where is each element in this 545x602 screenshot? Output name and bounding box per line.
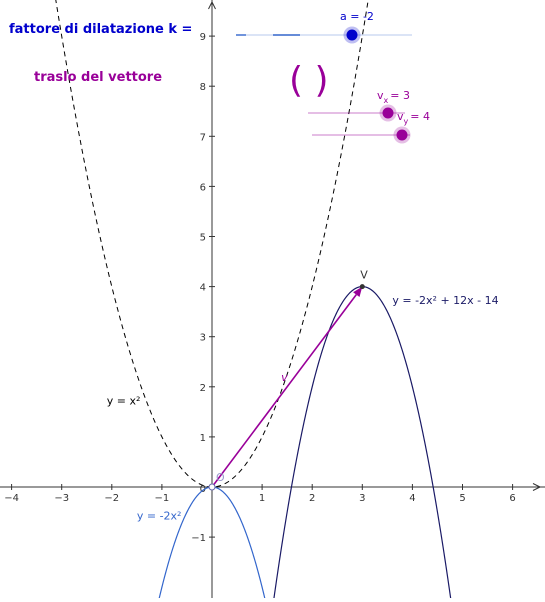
y-tick-label: 3 xyxy=(200,333,206,344)
parabola-3 xyxy=(272,285,452,602)
slider-vy[interactable]: vy = 4 xyxy=(312,110,430,144)
parabola-label-1: y = x² xyxy=(107,394,141,407)
vector-v-arrowhead xyxy=(353,286,363,297)
slider-vy-label-main: v xyxy=(397,110,404,123)
point-V-label: V xyxy=(360,269,368,282)
vector-parentheses: ( ) xyxy=(289,60,329,101)
slider-vy-label-val: = 4 xyxy=(410,110,430,123)
y-tick-label: 9 xyxy=(200,32,206,43)
x-tick-label: 5 xyxy=(459,493,465,504)
point-V[interactable] xyxy=(359,284,365,290)
x-axis-arrow xyxy=(532,483,541,491)
slider-vx-label-val: = 3 xyxy=(390,89,410,102)
parabola-label-3: y = -2x² + 12x - 14 xyxy=(392,294,498,307)
slider-vx-handle[interactable] xyxy=(382,107,394,119)
slider-a[interactable]: a = -2 xyxy=(236,10,412,44)
slider-vy-label: vy = 4 xyxy=(397,110,430,126)
origin-tick-label: 0 xyxy=(200,484,206,495)
y-tick-label: 5 xyxy=(200,233,206,244)
dilation-factor-label: fattore di dilatazione k = xyxy=(9,22,192,37)
vector-v-line xyxy=(211,294,357,488)
slider-vy-label-sub: y xyxy=(404,117,409,126)
slider-a-handle[interactable] xyxy=(346,29,358,41)
x-tick-label: −2 xyxy=(104,493,119,504)
y-tick-label: 6 xyxy=(200,182,206,193)
slider-a-label: a = -2 xyxy=(340,10,374,23)
x-tick-label: 1 xyxy=(259,493,265,504)
y-tick-label: −1 xyxy=(191,533,206,544)
y-tick-label: 4 xyxy=(200,283,206,294)
point-O-label: O xyxy=(216,471,225,484)
marks: v O V xyxy=(208,269,368,491)
slider-vy-handle[interactable] xyxy=(396,129,408,141)
curves: y = x² y = -2x² y = -2x² + 12x - 14 xyxy=(55,0,499,602)
point-O[interactable] xyxy=(208,483,216,491)
parabola-label-2: y = -2x² xyxy=(137,510,182,523)
vector-v-label: v xyxy=(281,371,288,384)
y-tick-label: 7 xyxy=(200,132,206,143)
y-tick-label: 1 xyxy=(200,433,206,444)
y-tick-label: 8 xyxy=(200,82,206,93)
x-tick-label: −4 xyxy=(4,493,19,504)
slider-vx-label: vx = 3 xyxy=(377,89,410,105)
slider-vx-label-main: v xyxy=(377,89,384,102)
x-tick-label: −3 xyxy=(54,493,69,504)
y-tick-label: 2 xyxy=(200,383,206,394)
x-tick-label: 2 xyxy=(309,493,315,504)
y-axis-arrow xyxy=(208,1,216,10)
vector-translation-label: traslo del vettore xyxy=(34,70,162,85)
x-tick-label: 3 xyxy=(359,493,365,504)
x-tick-label: 4 xyxy=(409,493,415,504)
slider-vx[interactable]: vx = 3 xyxy=(308,89,410,122)
x-tick-label: 6 xyxy=(509,493,515,504)
x-tick-label: −1 xyxy=(155,493,170,504)
slider-vx-label-sub: x xyxy=(384,96,389,105)
